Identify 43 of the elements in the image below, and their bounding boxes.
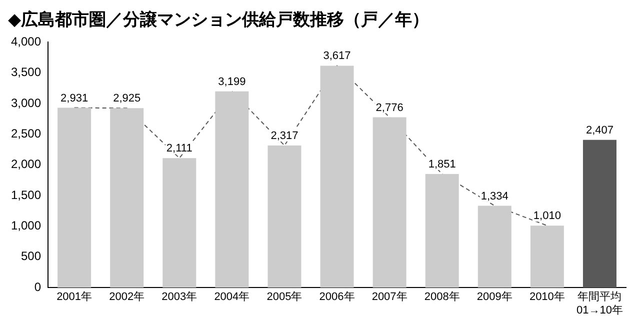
bar xyxy=(478,206,512,288)
data-label: 2,407 xyxy=(586,124,614,136)
bar xyxy=(582,140,616,288)
bar xyxy=(268,145,302,288)
y-tick-label: 500 xyxy=(21,249,42,264)
data-label: 2,317 xyxy=(270,130,298,142)
x-tick-label: 2001年 xyxy=(56,291,92,304)
x-tick-label: 2003年 xyxy=(162,291,198,304)
bar xyxy=(58,108,92,288)
y-tick-label: 1,500 xyxy=(11,188,42,202)
bar xyxy=(372,117,406,288)
data-label: 1,851 xyxy=(428,158,456,171)
data-label: 3,617 xyxy=(323,50,351,62)
bar xyxy=(530,226,564,288)
x-tick-label: 2010年 xyxy=(529,291,565,304)
x-tick-label: 2005年 xyxy=(266,291,302,304)
x-tick-label: 2006年 xyxy=(319,291,355,304)
data-label: 1,334 xyxy=(480,190,508,202)
y-tick-label: 1,000 xyxy=(11,218,42,233)
y-tick-label: 2,000 xyxy=(11,157,42,172)
data-label: 2,776 xyxy=(376,102,404,114)
data-label: 2,931 xyxy=(60,92,88,104)
bar xyxy=(425,174,459,288)
chart-title: ◆広島都市圏／分譲マンション供給戸数推移（戸／年） xyxy=(8,9,430,32)
x-tick-label: 2008年 xyxy=(424,291,460,304)
y-tick-label: 3,000 xyxy=(11,96,42,110)
bar xyxy=(110,108,144,288)
data-label: 2,111 xyxy=(166,142,192,155)
x-tick-label: 年間平均 01→10年 xyxy=(576,291,623,316)
y-tick-label: 4,000 xyxy=(11,34,42,49)
data-label: 3,199 xyxy=(218,76,246,88)
bar xyxy=(320,66,354,288)
bar xyxy=(162,158,196,288)
x-tick-label: 2002年 xyxy=(109,291,145,304)
x-tick-label: 2009年 xyxy=(476,291,512,304)
x-tick-label: 2007年 xyxy=(372,291,408,304)
data-label: 1,010 xyxy=(533,210,561,222)
y-tick-label: 2,500 xyxy=(11,126,42,141)
data-label: 2,925 xyxy=(113,92,141,105)
x-tick-label: 2004年 xyxy=(214,291,250,304)
bar xyxy=(215,91,249,288)
y-tick-label: 3,500 xyxy=(11,65,42,80)
y-tick-label: 0 xyxy=(34,280,42,294)
